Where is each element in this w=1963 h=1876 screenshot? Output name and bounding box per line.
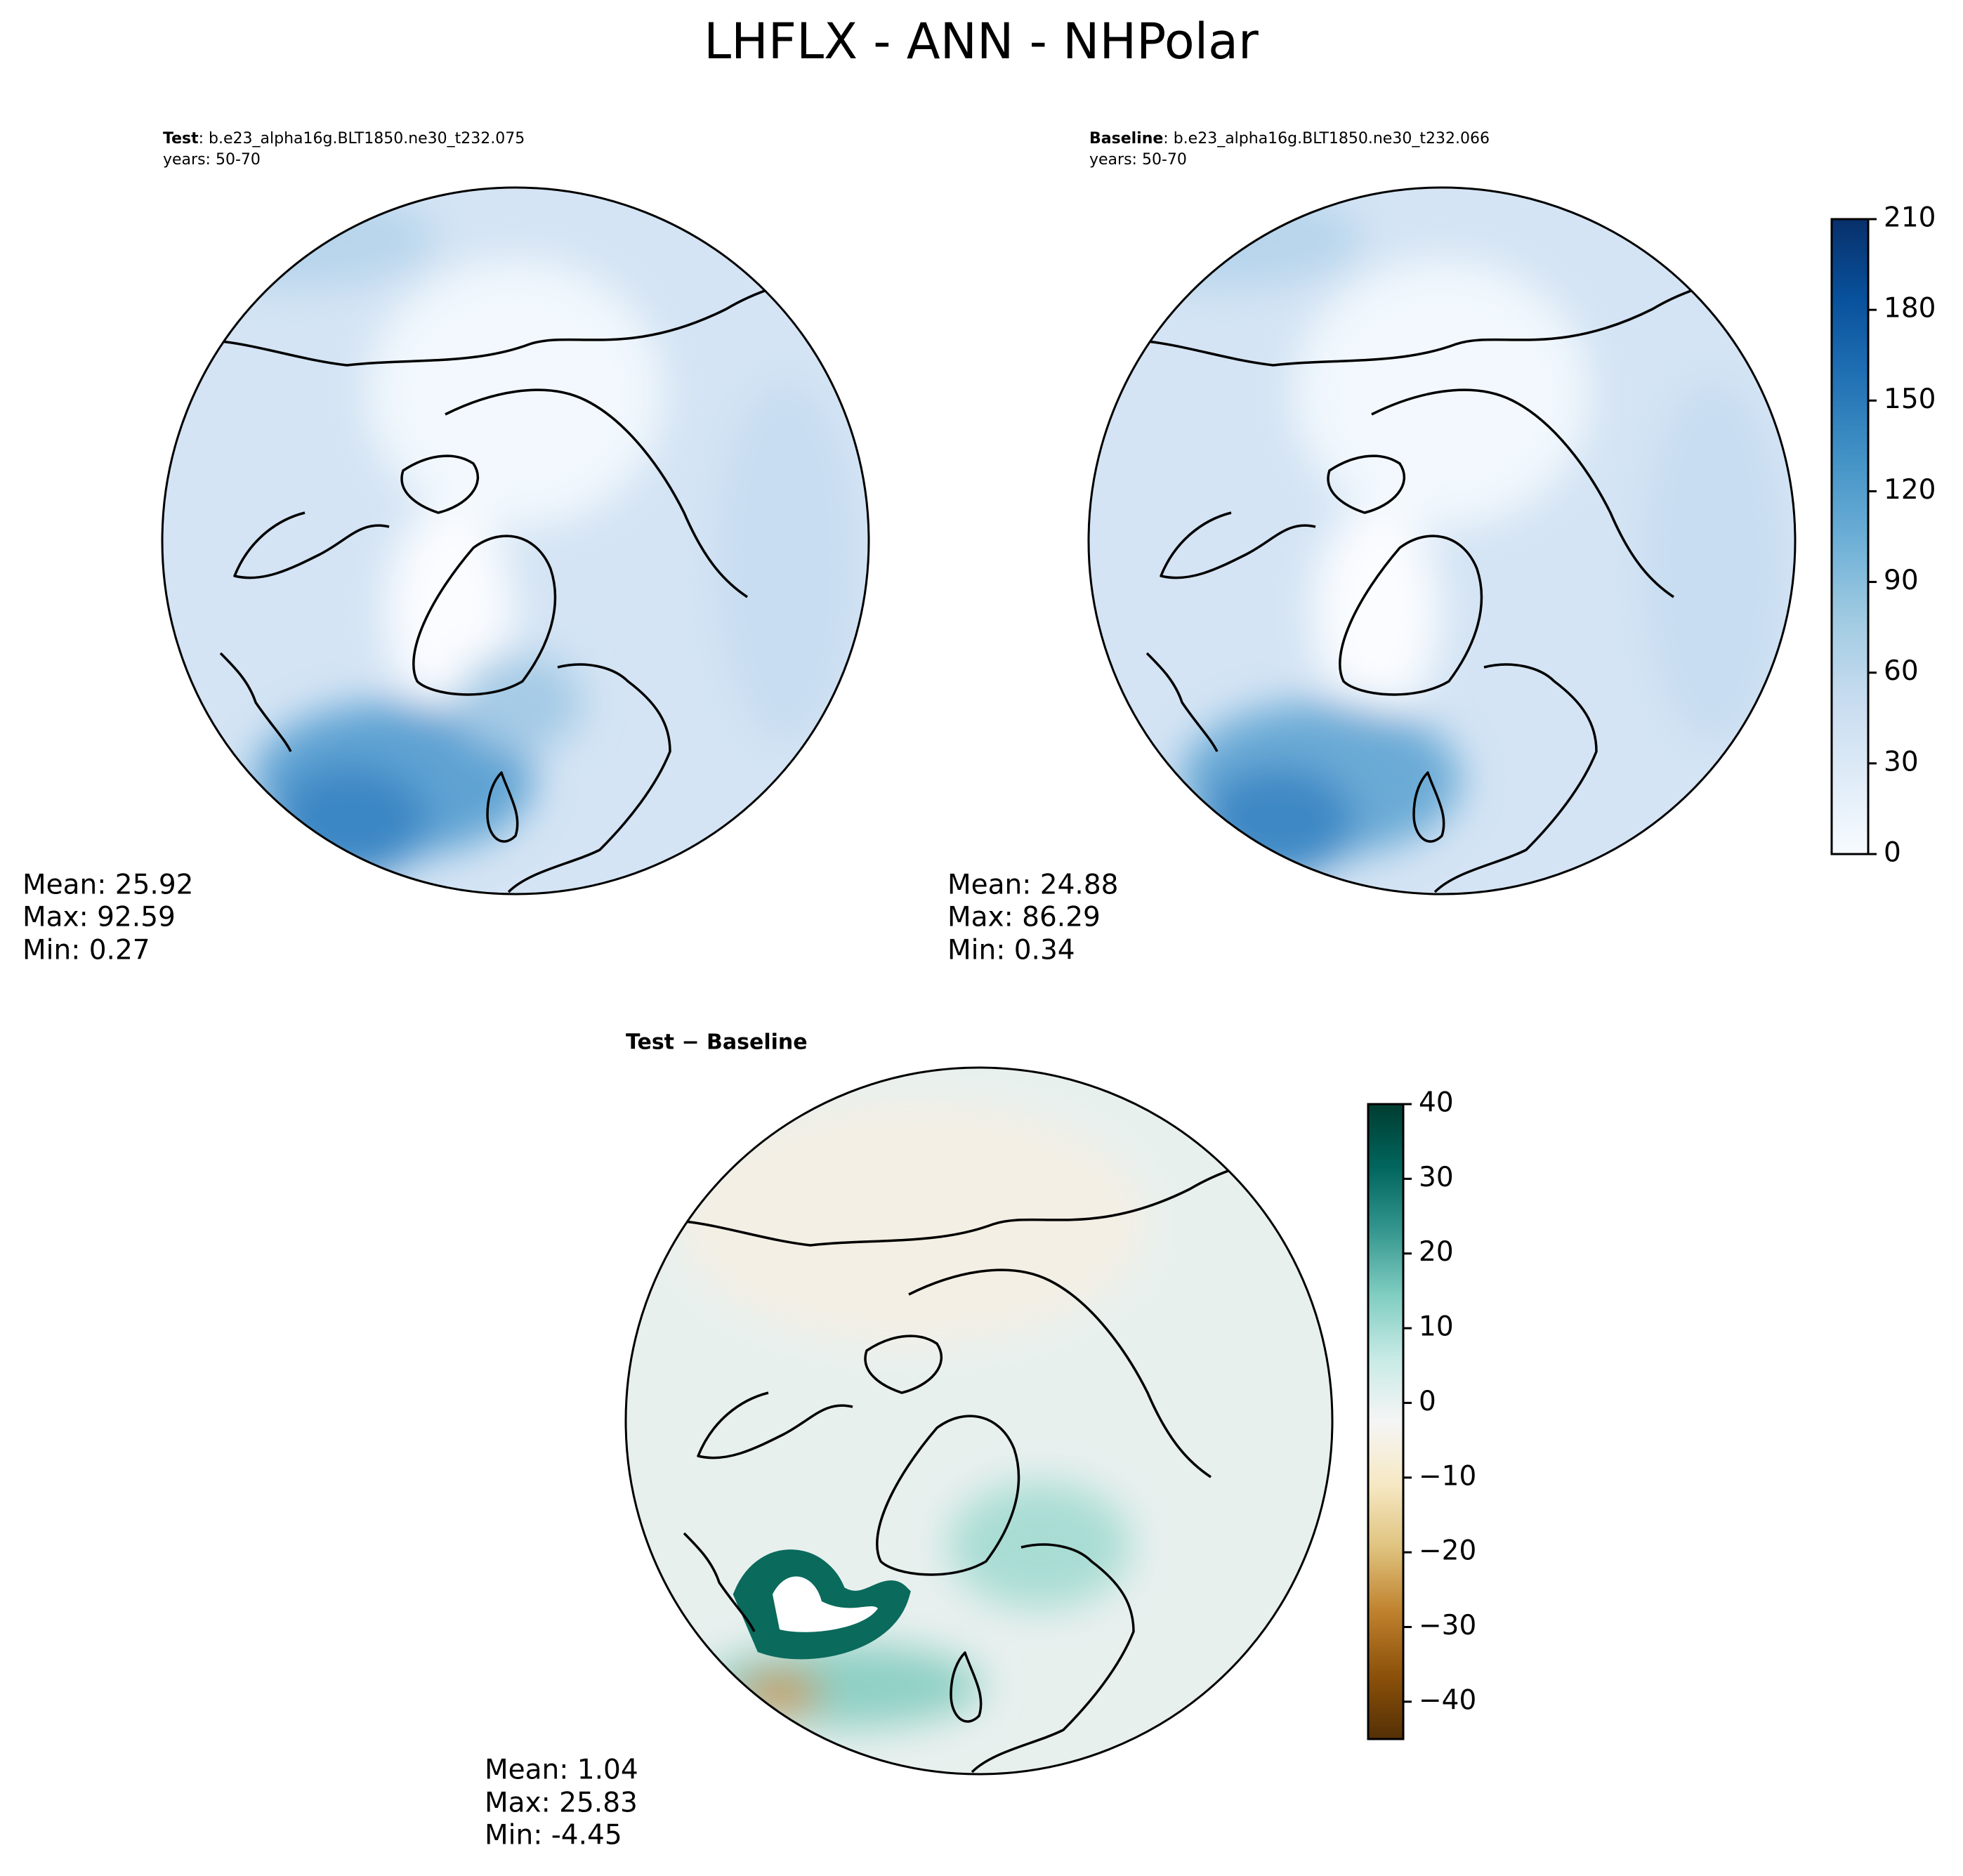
stat: Mean: 1.04 xyxy=(485,1754,638,1786)
figure-title: LHFLX - ANN - NHPolar xyxy=(704,13,1259,70)
colorbar-tick-label: −10 xyxy=(1419,1460,1476,1492)
colorbar-fill xyxy=(1367,1103,1405,1740)
panel-name: Test xyxy=(163,130,199,147)
colorbar-tick-label: 180 xyxy=(1884,293,1936,324)
case-name: : b.e23_alpha16g.BLT1850.ne30_t232.066 xyxy=(1163,130,1490,147)
panel-label: Baseline: b.e23_alpha16g.BLT1850.ne30_t2… xyxy=(1089,130,1490,147)
map-field xyxy=(626,1068,1332,1774)
colorbar-tick-label: 150 xyxy=(1884,383,1936,415)
colorbar-tick-label: 0 xyxy=(1419,1386,1436,1417)
stat: Min: 0.27 xyxy=(22,935,150,966)
years-label: years: 50-70 xyxy=(163,151,261,169)
colorbar-tick-label: −30 xyxy=(1419,1610,1476,1641)
colorbar: −40 −30 −20 −10 0 10 20 30 40 xyxy=(1367,1087,1476,1740)
stat: Max: 25.83 xyxy=(485,1788,638,1819)
panel-label: Test: b.e23_alpha16g.BLT1850.ne30_t232.0… xyxy=(163,130,525,147)
colorbar-tick-label: 0 xyxy=(1884,837,1901,869)
colorbar-tick-label: 10 xyxy=(1419,1311,1454,1343)
colorbar: 0 30 60 90 120 150 180 210 xyxy=(1830,202,1936,869)
map-boundary xyxy=(161,186,870,896)
colorbar-fill xyxy=(1830,218,1870,855)
colorbar-tick-label: 120 xyxy=(1884,474,1936,506)
colorbar-tick-label: 90 xyxy=(1884,565,1919,596)
colorbar-tick-label: −40 xyxy=(1419,1684,1476,1716)
colorbar-tick-label: 20 xyxy=(1419,1236,1454,1268)
colorbar-tick-label: 40 xyxy=(1419,1087,1454,1119)
test-map: Test: b.e23_alpha16g.BLT1850.ne30_t232.0… xyxy=(22,130,870,966)
colorbar-tick-label: 60 xyxy=(1884,655,1919,687)
map-field xyxy=(1089,188,1795,894)
colorbar-tick-label: 210 xyxy=(1884,202,1936,234)
difference-map: Test − Baseline Mean: 1.04 Max: 25.83 Mi… xyxy=(485,1030,1334,1851)
stat: Mean: 24.88 xyxy=(947,870,1118,901)
colorbar-tick-label: 30 xyxy=(1884,746,1919,778)
baseline-map: Baseline: b.e23_alpha16g.BLT1850.ne30_t2… xyxy=(947,130,1797,966)
stat: Min: -4.45 xyxy=(485,1820,622,1851)
years-label: years: 50-70 xyxy=(1089,151,1187,169)
stat: Min: 0.34 xyxy=(947,935,1075,966)
map-field xyxy=(162,188,869,894)
panel-name: Test − Baseline xyxy=(626,1030,808,1055)
map-boundary xyxy=(624,1066,1334,1776)
colorbar-tick-label: −20 xyxy=(1419,1535,1476,1567)
panel-name: Baseline xyxy=(1089,130,1163,147)
case-name: : b.e23_alpha16g.BLT1850.ne30_t232.075 xyxy=(199,130,525,147)
colorbar-tick-label: 30 xyxy=(1419,1162,1454,1193)
map-boundary xyxy=(1087,186,1797,896)
stat: Mean: 25.92 xyxy=(22,870,193,901)
stat: Max: 92.59 xyxy=(22,902,176,933)
stat: Max: 86.29 xyxy=(947,902,1101,933)
